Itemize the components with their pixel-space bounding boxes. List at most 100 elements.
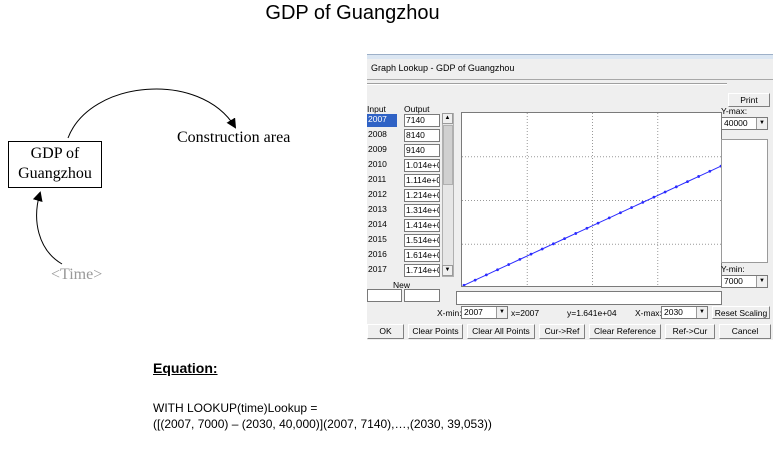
page-title: GDP of Guangzhou (265, 2, 440, 24)
lookup-line (463, 165, 721, 286)
y-readout: y=1.641e+04 (567, 308, 617, 318)
ok-button[interactable]: OK (367, 324, 404, 339)
lookup-point (507, 263, 511, 266)
output-cell[interactable]: 1.114e+0 (404, 174, 440, 187)
ymax-value: 40000 (724, 118, 748, 128)
xmin-value: 2007 (464, 307, 483, 317)
dialog-separator (367, 79, 773, 80)
output-cell[interactable]: 1.414e+0 (404, 219, 440, 232)
clear-all-points-button[interactable]: Clear All Points (467, 324, 535, 339)
lookup-point (529, 252, 533, 256)
equation-line-1: WITH LOOKUP(time)Lookup = (153, 401, 318, 415)
graph-comment-field[interactable] (456, 291, 722, 305)
lookup-point (551, 242, 555, 246)
output-cell[interactable]: 1.314e+0 (404, 204, 440, 217)
input-cell[interactable]: 2016 (368, 249, 387, 259)
graph-lookup-dialog: Graph Lookup - GDP of Guangzhou Print In… (367, 54, 773, 340)
lookup-point (473, 278, 477, 282)
input-cell[interactable]: 2015 (368, 234, 387, 244)
cancel-button[interactable]: Cancel (719, 324, 771, 339)
equation-title: Equation: (153, 360, 218, 376)
scroll-down-icon[interactable]: ▼ (442, 265, 453, 276)
causal-arrows (32, 88, 237, 265)
lookup-point (630, 206, 634, 209)
gdp-label-line1: GDP of (30, 145, 80, 162)
input-cell[interactable]: 2009 (368, 144, 387, 154)
lookup-point (574, 232, 578, 235)
xmin-label: X-min: (437, 308, 462, 318)
lookup-point (674, 185, 678, 189)
ymax-select[interactable]: 40000 ▼ (721, 117, 768, 130)
clear-points-button[interactable]: Clear Points (408, 324, 463, 339)
output-cell[interactable]: 1.614e+0 (404, 249, 440, 262)
reference-panel (721, 139, 768, 263)
table-scroll-thumb[interactable] (443, 125, 453, 185)
output-header: Output (404, 104, 430, 114)
lookup-point (719, 164, 721, 168)
input-header: Input (367, 104, 386, 114)
output-cell[interactable]: 8140 (404, 129, 440, 142)
input-cell[interactable]: 2013 (368, 204, 387, 214)
chevron-down-icon: ▼ (496, 307, 507, 318)
output-cell[interactable]: 1.214e+0 (404, 189, 440, 202)
lookup-point (708, 169, 712, 173)
reset-scaling-button[interactable]: Reset Scaling (712, 306, 770, 319)
time-label: <Time> (51, 266, 103, 283)
ymax-label: Y-max: (721, 106, 748, 116)
xmin-select[interactable]: 2007 ▼ (461, 306, 508, 319)
gdp-label-line2: Guangzhou (18, 165, 92, 182)
chevron-down-icon: ▼ (756, 276, 767, 287)
input-cell[interactable]: 2011 (368, 174, 387, 184)
ymin-label: Y-min: (721, 264, 745, 274)
lookup-point (607, 216, 611, 220)
print-button[interactable]: Print (728, 93, 770, 107)
scroll-up-icon[interactable]: ▲ (442, 113, 453, 124)
dialog-separator-2 (367, 83, 727, 85)
equation-line-2: ([(2007, 7000) – (2030, 40,000)](2007, 7… (153, 417, 492, 431)
lookup-graph[interactable] (461, 112, 722, 287)
input-cell[interactable]: 2014 (368, 219, 387, 229)
clear-reference-button[interactable]: Clear Reference (589, 324, 661, 339)
lookup-point (462, 283, 466, 286)
input-cell[interactable]: 2017 (368, 264, 387, 274)
lookup-point (663, 190, 667, 194)
new-label: New (393, 280, 411, 290)
lookup-point (697, 175, 701, 178)
lookup-point (652, 195, 656, 199)
output-cell[interactable]: 1.514e+0 (404, 234, 440, 247)
lookup-point (619, 211, 622, 215)
ymin-value: 7000 (724, 276, 743, 286)
lookup-point (496, 268, 499, 272)
lookup-point (686, 180, 689, 184)
ymin-select[interactable]: 7000 ▼ (721, 275, 768, 288)
output-cell[interactable]: 1.014e+0 (404, 159, 440, 172)
dialog-top-border (367, 54, 773, 59)
lookup-point (585, 226, 589, 230)
time-to-gdp-arrow (32, 191, 63, 265)
lookup-point (540, 247, 544, 251)
chevron-down-icon: ▼ (696, 307, 707, 318)
gdp-variable-box: GDP of Guangzhou (8, 141, 102, 188)
new-output-field[interactable] (404, 289, 440, 302)
lookup-point (596, 221, 600, 225)
lookup-point (563, 237, 566, 241)
output-cell[interactable]: 9140 (404, 144, 440, 157)
input-cell[interactable]: 2010 (368, 159, 387, 169)
new-input-field[interactable] (367, 289, 402, 302)
lookup-point (518, 257, 522, 261)
chevron-down-icon: ▼ (756, 118, 767, 129)
xmax-select[interactable]: 2030 ▼ (661, 306, 708, 319)
lookup-point (484, 273, 488, 277)
input-cell[interactable]: 2008 (368, 129, 387, 139)
input-cell[interactable]: 2007 (367, 114, 397, 127)
output-cell[interactable]: 1.714e+0 (404, 264, 440, 277)
dialog-title: Graph Lookup - GDP of Guangzhou (371, 63, 515, 73)
lookup-point (641, 200, 645, 204)
xmax-label: X-max: (635, 308, 662, 318)
ref-cur-button[interactable]: Ref->Cur (665, 324, 715, 339)
gdp-to-construction-arrow (67, 88, 237, 139)
cur-ref-button[interactable]: Cur->Ref (539, 324, 585, 339)
x-readout: x=2007 (511, 308, 540, 318)
input-cell[interactable]: 2012 (368, 189, 387, 199)
output-cell[interactable]: 7140 (404, 114, 440, 127)
